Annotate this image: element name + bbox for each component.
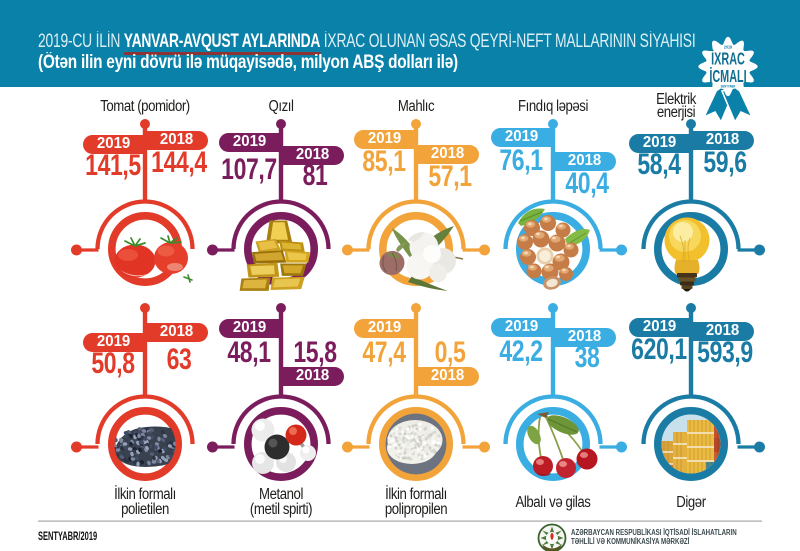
svg-text:İXRAC: İXRAC	[711, 49, 745, 69]
svg-text:SENTYABR: SENTYABR	[721, 84, 736, 88]
svg-text:2019: 2019	[724, 44, 733, 50]
svg-text:İCMALI: İCMALI	[709, 66, 746, 86]
